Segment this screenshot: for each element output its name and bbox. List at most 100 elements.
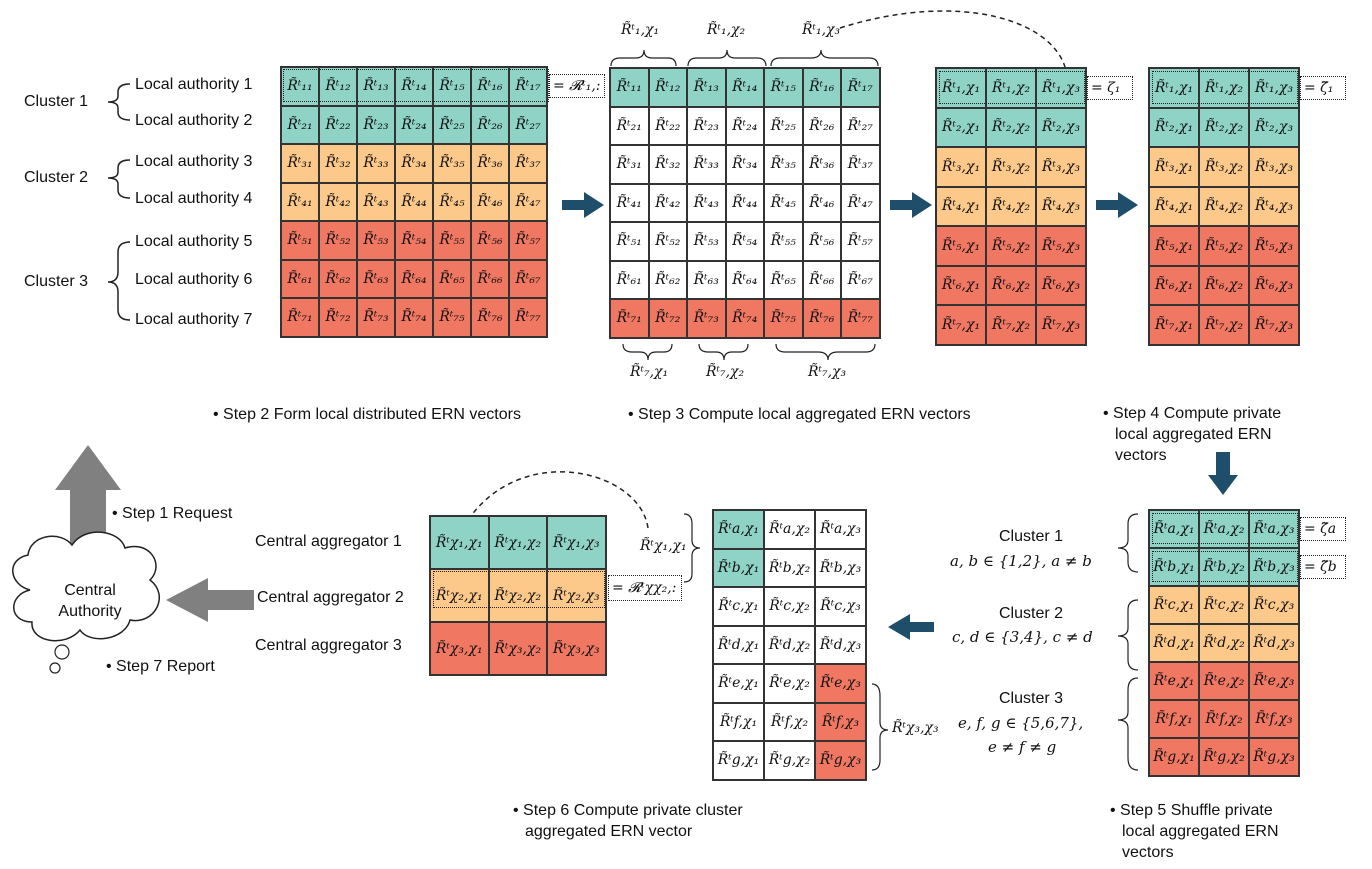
grid5-cell: R̃ᵗc,χ₂	[1199, 586, 1249, 624]
grid2-cell: R̃ᵗ₇₁	[610, 299, 649, 338]
grid6-cell: R̃ᵗe,χ₃	[815, 664, 866, 703]
grid6-cell: R̃ᵗb,χ₂	[764, 548, 815, 587]
grid4-cell: R̃ᵗ₅,χ₁	[1149, 226, 1199, 266]
grid2-cell: R̃ᵗ₁₁	[610, 68, 649, 107]
grid5-cluster-2-cond: c, d ∈ {3,4}, c ≠ d	[952, 628, 1093, 646]
grid4-cell: R̃ᵗ₂,χ₁	[1149, 107, 1199, 147]
arrow-step3-to-4	[890, 192, 932, 218]
local-authority-4: Local authority 4	[135, 190, 253, 207]
grid1-cell: R̃ᵗ₁₇	[509, 67, 547, 106]
local-authority-5: Local authority 5	[135, 233, 253, 250]
grid2-cell: R̃ᵗ₄₅	[764, 183, 803, 222]
grid2-cell: R̃ᵗ₄₇	[841, 183, 880, 222]
grid2-cell: R̃ᵗ₂₇	[841, 106, 880, 145]
grid2-cell: R̃ᵗ₇₆	[802, 299, 841, 338]
cluster-3-brace	[107, 241, 131, 321]
grid1-cell: R̃ᵗ₄₄	[395, 182, 433, 221]
grid2-cell: R̃ᵗ₃₇	[841, 145, 880, 184]
grid5-cell: R̃ᵗc,χ₁	[1149, 586, 1199, 624]
cluster-3-label: Cluster 3	[24, 273, 89, 290]
grid4-cell: R̃ᵗ₃,χ₁	[1149, 147, 1199, 187]
grid3-cell: R̃ᵗ₅,χ₂	[986, 226, 1036, 266]
grid5-cell: R̃ᵗg,χ₂	[1199, 738, 1249, 776]
grid1-cell: R̃ᵗ₆₇	[509, 259, 547, 298]
grid7-cell: R̃ᵗχ₁,χ₂	[488, 516, 547, 569]
arrow-step2-to-3	[562, 192, 604, 218]
grid5-cell: R̃ᵗb,χ₃	[1249, 548, 1299, 586]
grid1-row-label: = 𝓡ᵗ₁,:	[549, 74, 605, 98]
top-brace-3	[770, 49, 879, 67]
grid7-cell: R̃ᵗχ₃,χ₂	[488, 622, 547, 675]
grid1-cell: R̃ᵗ₆₄	[395, 259, 433, 298]
grid5-cluster-3-cond1: e, f, g ∈ {5,6,7},	[958, 714, 1084, 732]
grid1-cell: R̃ᵗ₃₁	[281, 144, 319, 183]
grid2-cell: R̃ᵗ₇₇	[841, 299, 880, 338]
grid2-cell: R̃ᵗ₆₄	[725, 260, 764, 299]
arrow-step5-to-6	[888, 614, 934, 640]
bottom-brace-2	[698, 343, 749, 361]
grid3-cell: R̃ᵗ₁,χ₃	[1036, 68, 1086, 108]
grid4-cell: R̃ᵗ₁,χ₁	[1149, 68, 1199, 108]
grid3-cell: R̃ᵗ₃,χ₃	[1036, 147, 1086, 187]
grid3-row-label: = ζ₁	[1087, 76, 1133, 100]
grid4-row-label: = ζ̃₁	[1300, 76, 1346, 100]
arrow-step4-down	[1208, 452, 1238, 495]
grid3-cell: R̃ᵗ₁,χ₁	[936, 68, 986, 108]
grid1-cell: R̃ᵗ₇₇	[509, 298, 547, 337]
grid2-cell: R̃ᵗ₅₃	[687, 222, 726, 261]
grid2-top-label-1: R̃ᵗ₁,χ₁	[621, 22, 660, 38]
central-aggregator-2: Central aggregator 2	[257, 589, 404, 606]
grid3-cell: R̃ᵗ₄,χ₂	[986, 186, 1036, 226]
grid1-cell: R̃ᵗ₆₃	[357, 259, 395, 298]
grid4-cell: R̃ᵗ₇,χ₂	[1199, 305, 1249, 345]
grid7-cell: R̃ᵗχ₃,χ₁	[430, 622, 489, 675]
grid4-cell: R̃ᵗ₄,χ₁	[1149, 186, 1199, 226]
grid4-cell: R̃ᵗ₃,χ₃	[1249, 147, 1299, 187]
grid2-cell: R̃ᵗ₅₂	[648, 222, 687, 261]
grid1-cell: R̃ᵗ₅₃	[357, 221, 395, 260]
grid2-cell: R̃ᵗ₃₄	[725, 145, 764, 184]
grid2-cell: R̃ᵗ₇₄	[725, 299, 764, 338]
grid1-cell: R̃ᵗ₂₇	[509, 105, 547, 144]
grid4-cell: R̃ᵗ₂,χ₂	[1199, 107, 1249, 147]
grid2-cell: R̃ᵗ₄₂	[648, 183, 687, 222]
dashed-curve-bottom	[465, 471, 649, 529]
grid6-cell: R̃ᵗe,χ₂	[764, 664, 815, 703]
grid1-cell: R̃ᵗ₂₆	[471, 105, 509, 144]
grid7-cell: R̃ᵗχ₂,χ₂	[488, 569, 547, 622]
local-authority-6: Local authority 6	[135, 271, 253, 288]
cluster-2-brace	[107, 159, 131, 199]
top-brace-2	[687, 49, 767, 67]
cluster-2-label: Cluster 2	[24, 169, 89, 186]
grid5-cell: R̃ᵗf,χ₁	[1149, 700, 1199, 738]
grid1-cell: R̃ᵗ₇₅	[433, 298, 471, 337]
grid5-row-b-label: = ζ̃b	[1300, 555, 1346, 579]
grid5-cell: R̃ᵗb,χ₂	[1199, 548, 1249, 586]
step-3-label: • Step 3 Compute local aggregated ERN ve…	[628, 406, 971, 423]
grid1-cell: R̃ᵗ₅₂	[319, 221, 357, 260]
grid7-row-highlight	[433, 571, 605, 608]
grid2-cell: R̃ᵗ₆₅	[764, 260, 803, 299]
grid2-bottom-label-1: R̃ᵗ₇,χ₁	[630, 364, 669, 380]
grid1-cell: R̃ᵗ₂₁	[281, 105, 319, 144]
central-authority-label: Central Authority	[58, 582, 122, 620]
grid2-cell: R̃ᵗ₅₁	[610, 222, 649, 261]
grid6-bottom-label: R̃ᵗχ₃,χ₃	[892, 720, 939, 736]
step-6-label: • Step 6 Compute private cluster aggrega…	[513, 802, 743, 840]
grid6-cell: R̃ᵗb,χ₃	[815, 548, 866, 587]
grid6-cell: R̃ᵗf,χ₃	[815, 702, 866, 741]
grid1-cell: R̃ᵗ₆₂	[319, 259, 357, 298]
central-aggregator-3: Central aggregator 3	[255, 637, 402, 654]
local-authority-2: Local authority 2	[135, 112, 253, 129]
grid2-cell: R̃ᵗ₄₃	[687, 183, 726, 222]
grid5-cell: R̃ᵗa,χ₁	[1149, 510, 1199, 548]
grid2-cell: R̃ᵗ₄₆	[802, 183, 841, 222]
grid2-cell: R̃ᵗ₂₁	[610, 106, 649, 145]
grid6-cell: R̃ᵗd,χ₃	[815, 625, 866, 664]
grid5-cell: R̃ᵗb,χ₁	[1149, 548, 1199, 586]
grid1-cell: R̃ᵗ₁₅	[433, 67, 471, 106]
cloud-bubble-1	[54, 644, 70, 660]
grid1-cell: R̃ᵗ₅₅	[433, 221, 471, 260]
central-aggregator-grid: R̃ᵗχ₁,χ₁ R̃ᵗχ₁,χ₂ R̃ᵗχ₁,χ₃ R̃ᵗχ₂,χ₁ R̃ᵗχ₂,χ₂…	[429, 515, 607, 676]
grid4-cell: R̃ᵗ₇,χ₃	[1249, 305, 1299, 345]
